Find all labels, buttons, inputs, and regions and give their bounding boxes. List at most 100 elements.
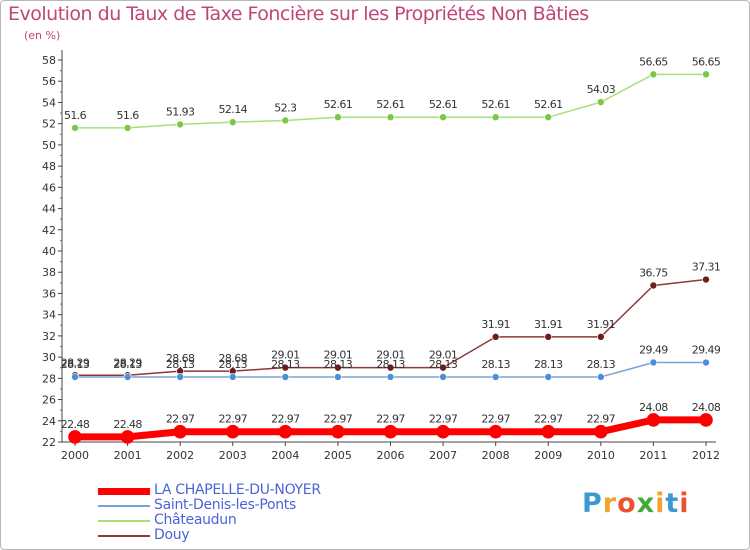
- data-point: [439, 113, 447, 121]
- data-point: [491, 373, 500, 381]
- data-label: 52.3: [274, 101, 297, 114]
- y-axis-label: (en %): [24, 29, 61, 42]
- data-point: [544, 113, 553, 121]
- data-label: 28.13: [429, 358, 458, 371]
- data-point: [331, 424, 345, 439]
- data-label: 28.68: [166, 352, 195, 365]
- data-point: [646, 413, 661, 427]
- data-label: 22.97: [587, 413, 616, 426]
- data-point: [334, 113, 342, 121]
- x-tick-label: 2005: [324, 449, 352, 462]
- data-label: 28.29: [113, 356, 142, 369]
- data-label: 22.97: [429, 413, 458, 426]
- data-label: 28.13: [61, 358, 90, 371]
- data-label: 28.13: [271, 358, 300, 371]
- data-point: [597, 373, 605, 381]
- data-label: 28.13: [534, 358, 563, 371]
- y-tick-label: 24: [42, 415, 56, 428]
- data-label: 28.13: [376, 358, 405, 371]
- data-point: [491, 113, 500, 121]
- data-point: [491, 333, 500, 341]
- data-label: 29.01: [324, 349, 353, 362]
- y-tick-label: 32: [42, 330, 56, 343]
- data-point: [68, 430, 82, 444]
- data-point: [176, 373, 184, 381]
- data-label: 29.01: [271, 349, 300, 362]
- data-label: 22.97: [534, 413, 563, 426]
- data-point: [649, 70, 658, 79]
- data-label: 51.93: [166, 105, 195, 118]
- y-tick-label: 34: [42, 309, 56, 322]
- data-point: [176, 120, 184, 129]
- data-point: [436, 424, 450, 439]
- data-label: 56.65: [639, 55, 668, 68]
- data-label: 52.14: [219, 103, 248, 116]
- x-tick-label: 2002: [166, 449, 194, 462]
- data-point: [541, 424, 556, 439]
- y-tick-label: 30: [42, 351, 56, 364]
- data-label: 52.61: [324, 98, 353, 111]
- x-tick-label: 2007: [429, 449, 457, 462]
- y-tick-label: 48: [42, 160, 56, 173]
- x-tick-label: 2006: [377, 449, 405, 462]
- data-label: 52.61: [376, 98, 405, 111]
- y-tick-label: 44: [42, 203, 56, 216]
- data-label: 28.13: [219, 358, 248, 371]
- y-tick-label: 40: [42, 245, 56, 258]
- data-point: [702, 275, 710, 284]
- data-label: 29.49: [639, 344, 668, 357]
- y-tick-label: 36: [42, 287, 56, 300]
- y-tick-label: 22: [42, 436, 56, 449]
- x-tick-label: 2003: [219, 449, 247, 462]
- data-label: 54.03: [587, 83, 616, 96]
- data-point: [228, 118, 237, 126]
- series-layer: [68, 70, 713, 444]
- y-tick-label: 54: [42, 96, 56, 109]
- legend-label: Douy: [154, 527, 190, 543]
- data-point: [228, 373, 237, 381]
- legend-swatch: [98, 520, 150, 522]
- data-point: [173, 424, 187, 439]
- legend-swatch: [98, 487, 150, 495]
- data-point: [281, 373, 290, 381]
- data-point: [123, 124, 132, 132]
- y-tick-label: 26: [42, 394, 56, 407]
- data-point: [386, 113, 395, 121]
- data-point: [439, 373, 447, 381]
- data-label: 52.61: [429, 98, 458, 111]
- data-label: 22.97: [481, 413, 510, 426]
- data-label: 28.13: [113, 358, 142, 371]
- data-label: 28.13: [166, 358, 195, 371]
- logo-letter: x: [636, 488, 656, 519]
- data-labels: 51.6 51.6 51.93 52.14 52.3 52.61 52.61 52.61 52.…: [61, 55, 722, 431]
- data-point: [439, 363, 447, 372]
- axes: 22 24 26 28 30 32 34 36 38 40 42 44 46 48 50 52 54 56 58 20…: [42, 50, 720, 462]
- data-point: [649, 281, 658, 290]
- legend-label: Châteaudun: [154, 512, 237, 528]
- logo-letter: i: [679, 488, 690, 519]
- logo-letter: t: [665, 488, 680, 519]
- y-tick-label: 50: [42, 139, 56, 152]
- data-label: 22.97: [376, 413, 405, 426]
- data-point: [278, 424, 293, 439]
- data-point: [383, 424, 398, 439]
- x-tick-label: 2010: [587, 449, 615, 462]
- data-point: [225, 424, 240, 439]
- data-point: [702, 70, 710, 79]
- data-point: [281, 363, 290, 372]
- data-label: 36.75: [639, 266, 668, 279]
- data-label: 31.91: [534, 318, 563, 331]
- x-tick-label: 2000: [61, 449, 89, 462]
- data-point: [649, 358, 658, 367]
- data-label: 29.01: [376, 349, 405, 362]
- data-label: 52.61: [481, 98, 510, 111]
- data-label: 28.29: [61, 356, 90, 369]
- data-point: [71, 373, 79, 381]
- data-point: [594, 424, 608, 439]
- data-label: 24.08: [639, 401, 668, 414]
- x-tick-label: 2011: [639, 449, 667, 462]
- data-label: 22.48: [113, 418, 142, 431]
- legend-swatch: [98, 505, 150, 507]
- data-label: 28.68: [219, 352, 248, 365]
